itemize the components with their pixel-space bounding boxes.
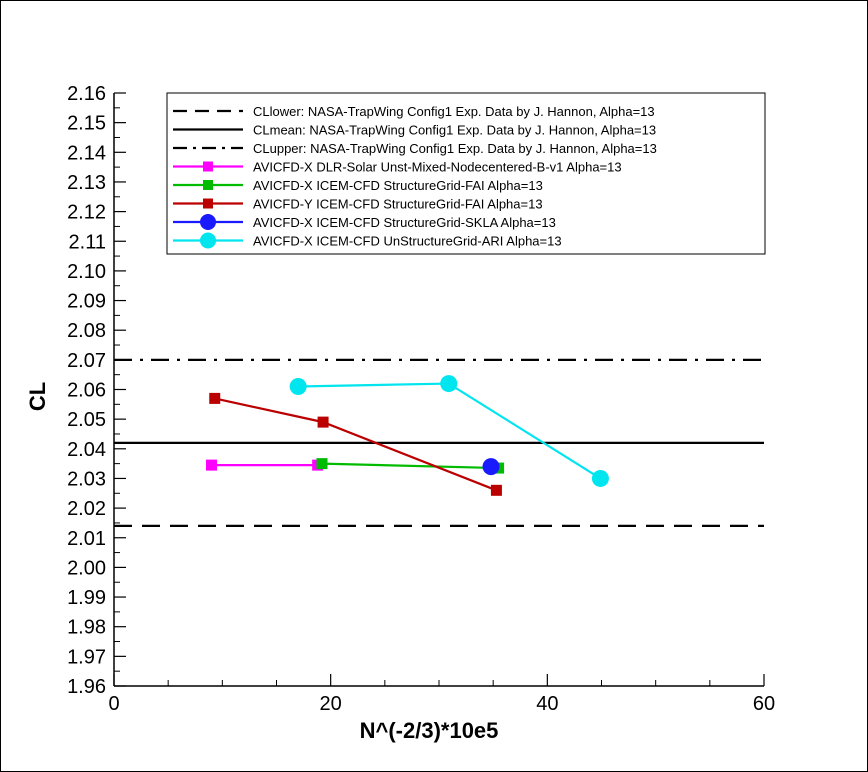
- y-tick-label: 2.05: [67, 409, 106, 431]
- legend-entry-0: CLlower: NASA-TrapWing Config1 Exp. Data…: [173, 104, 655, 119]
- data-point: [317, 416, 329, 428]
- y-tick-label: 2.06: [67, 380, 106, 402]
- legend-marker: [203, 180, 213, 190]
- y-tick-label: 1.98: [67, 617, 106, 639]
- data-point: [209, 392, 221, 404]
- y-tick-label: 2.13: [67, 172, 106, 194]
- series-5: [209, 392, 502, 496]
- y-axis-title: CL: [25, 382, 50, 411]
- data-point: [440, 375, 458, 393]
- x-tick-label: 0: [108, 693, 119, 715]
- legend-label: CLmean: NASA-TrapWing Config1 Exp. Data …: [253, 123, 656, 138]
- y-tick-label: 2.03: [67, 468, 106, 490]
- series-7: [289, 375, 609, 487]
- y-tick-label: 2.15: [67, 113, 106, 135]
- y-tick-label: 1.96: [67, 676, 106, 698]
- y-tick-label: 2.04: [67, 439, 106, 461]
- y-tick-label: 2.11: [69, 231, 106, 253]
- legend-label: AVICFD-X ICEM-CFD UnStructureGrid-ARI Al…: [253, 234, 562, 249]
- legend-marker: [203, 161, 213, 172]
- legend-marker: [200, 232, 216, 249]
- y-tick-label: 2.00: [67, 557, 106, 579]
- y-tick-label: 2.12: [67, 202, 106, 224]
- legend-label: AVICFD-X DLR-Solar Unst-Mixed-Nodecenter…: [253, 160, 622, 175]
- y-tick-label: 2.16: [67, 83, 106, 105]
- legend-entry-5: AVICFD-Y ICEM-CFD StructureGrid-FAI Alph…: [173, 197, 543, 212]
- y-tick-label: 2.07: [67, 350, 106, 372]
- x-tick-label: 20: [320, 693, 342, 715]
- x-tick-label: 60: [753, 693, 775, 715]
- legend-marker: [200, 214, 216, 230]
- y-tick-label: 1.97: [67, 646, 106, 668]
- series-6: [482, 458, 500, 476]
- data-point: [316, 458, 328, 470]
- legend-entry-7: AVICFD-X ICEM-CFD UnStructureGrid-ARI Al…: [173, 232, 562, 249]
- data-point: [289, 378, 307, 396]
- x-axis-title: N^(-2/3)*10e5: [360, 718, 499, 743]
- y-tick-label: 2.09: [67, 291, 106, 313]
- legend-label: AVICFD-Y ICEM-CFD StructureGrid-FAI Alph…: [253, 197, 543, 212]
- legend-entry-1: CLmean: NASA-TrapWing Config1 Exp. Data …: [173, 123, 656, 138]
- data-point: [482, 458, 500, 476]
- legend-box: [166, 92, 766, 255]
- series-4: [316, 458, 505, 474]
- legend-label: AVICFD-X ICEM-CFD StructureGrid-FAI Alph…: [253, 178, 543, 193]
- y-tick-label: 2.10: [67, 261, 106, 283]
- y-tick-label: 1.99: [67, 587, 106, 609]
- legend-entry-3: AVICFD-X DLR-Solar Unst-Mixed-Nodecenter…: [173, 160, 622, 175]
- legend-label: CLupper: NASA-TrapWing Config1 Exp. Data…: [253, 141, 657, 156]
- data-point: [591, 469, 609, 487]
- y-tick-label: 2.14: [67, 142, 106, 164]
- data-layer: [114, 358, 764, 527]
- legend-entry-6: AVICFD-X ICEM-CFD StructureGrid-SKLA Alp…: [173, 214, 556, 230]
- data-point: [490, 484, 502, 496]
- y-tick-label: 2.01: [67, 528, 106, 550]
- series-line: [321, 462, 499, 470]
- legend-entry-4: AVICFD-X ICEM-CFD StructureGrid-FAI Alph…: [173, 178, 543, 193]
- series-3: [206, 459, 324, 471]
- series-line: [214, 397, 497, 492]
- legend: CLlower: NASA-TrapWing Config1 Exp. Data…: [166, 92, 766, 255]
- y-tick-label: 2.02: [67, 498, 106, 520]
- data-point: [206, 459, 217, 471]
- legend-entry-2: CLupper: NASA-TrapWing Config1 Exp. Data…: [173, 141, 657, 156]
- legend-marker: [203, 198, 213, 209]
- axes-layer: 1.96 1.97 1.98 1.99 2.00 2.01 2.02 2.03 2.04 2.05…: [67, 83, 775, 715]
- x-tick-label: 40: [536, 693, 558, 715]
- legend-label: AVICFD-X ICEM-CFD StructureGrid-SKLA Alp…: [253, 215, 556, 230]
- y-tick-label: 2.08: [67, 320, 106, 342]
- legend-label: CLlower: NASA-TrapWing Config1 Exp. Data…: [253, 104, 655, 119]
